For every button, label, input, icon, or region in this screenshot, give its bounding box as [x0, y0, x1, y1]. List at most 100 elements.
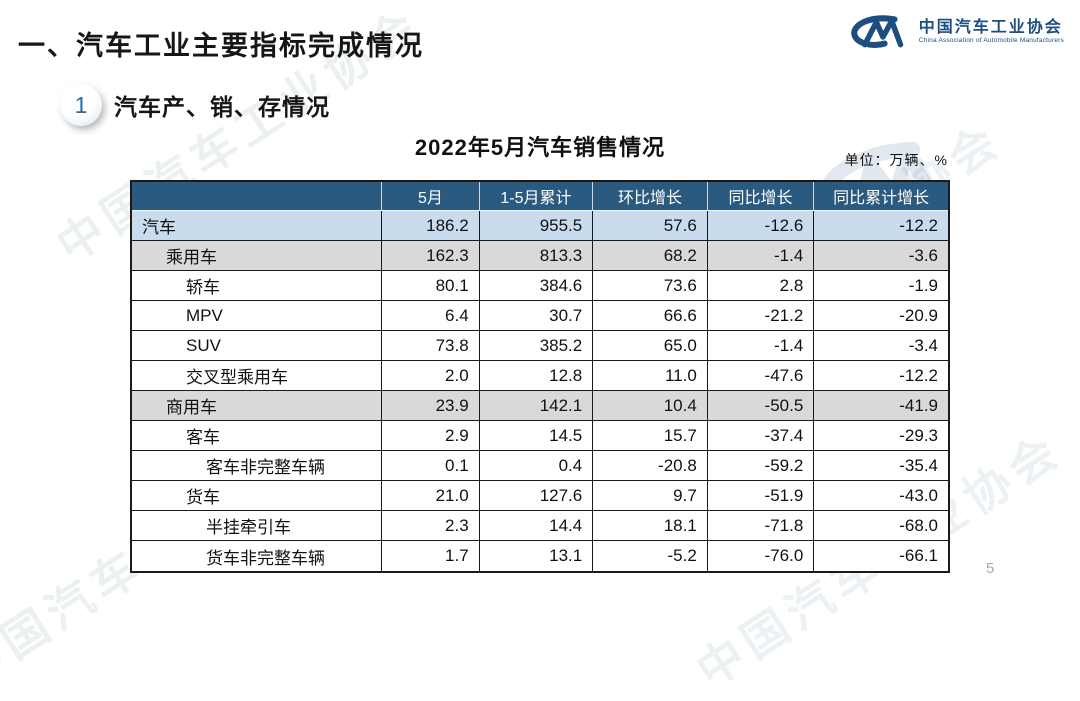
logo-name-cn: 中国汽车工业协会 — [918, 19, 1063, 37]
row-label: 货车非完整车辆 — [132, 541, 383, 571]
cell-value: 14.4 — [479, 511, 594, 541]
cell-value: 2.3 — [382, 511, 480, 541]
cell-value: -20.8 — [593, 451, 708, 481]
cell-value: -47.6 — [707, 361, 815, 391]
column-header: 1-5月累计 — [479, 182, 594, 211]
cell-value: 73.8 — [382, 331, 480, 361]
row-label: 商用车 — [132, 391, 383, 421]
row-label: 轿车 — [132, 271, 383, 301]
cell-value: -5.2 — [593, 541, 708, 571]
caam-logo: 中国汽车工业协会 China Association of Automobile… — [845, 12, 1064, 52]
row-label: 客车 — [132, 421, 383, 451]
cell-value: 12.8 — [479, 361, 594, 391]
cell-value: -1.9 — [814, 271, 948, 301]
cell-value: -59.2 — [707, 451, 815, 481]
row-label: 货车 — [132, 481, 383, 511]
cell-value: 21.0 — [382, 481, 480, 511]
cell-value: -51.9 — [707, 481, 815, 511]
vehicle-sales-table: 5月 1-5月累计 环比增长 同比增长 同比累计增长 汽车 186.2 955.5 57.6-… — [130, 180, 950, 573]
table-row: 轿车 80.1 384.6 73.6 2.8 -1.9 — [132, 271, 948, 301]
table-row: MPV 6.4 30.7 66.6 -21.2 -20.9 — [132, 301, 948, 331]
table-row: 客车 2.9 14.5 15.7 -37.4 -29.3 — [132, 421, 948, 451]
logo-name-en: China Association of Automobile Manufact… — [918, 37, 1064, 45]
column-header: 同比增长 — [707, 182, 815, 211]
table-row: 货车 21.0 127.6 9.7 -51.9 -43.0 — [132, 481, 948, 511]
table-title: 2022年5月汽车销售情况 — [414, 135, 666, 160]
cell-value: -50.5 — [707, 391, 815, 421]
cell-value: -12.2 — [814, 211, 948, 241]
cell-value: 0.4 — [479, 451, 594, 481]
cell-value: 65.0 — [593, 331, 708, 361]
section-title: 汽车产、销、存情况 — [114, 94, 330, 120]
cell-value: 142.1 — [479, 391, 594, 421]
cell-value: -66.1 — [814, 541, 948, 571]
cell-value: -3.6 — [814, 241, 948, 271]
cell-value: 127.6 — [479, 481, 594, 511]
row-label: SUV — [132, 331, 383, 361]
page-number: 5 — [986, 560, 995, 577]
cell-value: 1.7 — [382, 541, 480, 571]
table-row: 汽车 186.2 955.5 57.6 -12.6 -12.2 — [132, 211, 948, 241]
cell-value: -37.4 — [707, 421, 815, 451]
column-header: 同比累计增长 — [814, 182, 948, 211]
row-label: 半挂牵引车 — [132, 511, 383, 541]
cell-value: -43.0 — [814, 481, 948, 511]
cell-value: 186.2 — [382, 211, 480, 241]
row-label: 客车非完整车辆 — [132, 451, 383, 481]
section-heading: 1 汽车产、销、存情况 — [60, 84, 330, 126]
cell-value: -76.0 — [707, 541, 815, 571]
cell-value: -1.4 — [707, 331, 815, 361]
section-number-badge: 1 — [60, 84, 102, 126]
cell-value: 66.6 — [593, 301, 708, 331]
cell-value: 80.1 — [382, 271, 480, 301]
cell-value: -20.9 — [814, 301, 948, 331]
cell-value: 13.1 — [479, 541, 594, 571]
cell-value: -12.6 — [707, 211, 815, 241]
cell-value: 9.7 — [593, 481, 708, 511]
table-row: 乘用车 162.3 813.3 68.2 -1.4 -3.6 — [132, 241, 948, 271]
cell-value: -12.2 — [814, 361, 948, 391]
cell-value: 2.0 — [382, 361, 480, 391]
table-row: 客车非完整车辆 0.1 0.4 -20.8 -59.2 -35.4 — [132, 451, 948, 481]
cell-value: -35.4 — [814, 451, 948, 481]
cell-value: 18.1 — [593, 511, 708, 541]
table-header-row: 5月 1-5月累计 环比增长 同比增长 同比累计增长 — [132, 182, 948, 211]
row-label: 乘用车 — [132, 241, 383, 271]
cell-value: 23.9 — [382, 391, 480, 421]
cell-value: 6.4 — [382, 301, 480, 331]
cell-value: 813.3 — [479, 241, 594, 271]
row-label: MPV — [132, 301, 383, 331]
cell-value: 57.6 — [593, 211, 708, 241]
cell-value: 11.0 — [593, 361, 708, 391]
table-row: 半挂牵引车 2.3 14.4 18.1 -71.8 -68.0 — [132, 511, 948, 541]
column-header: 5月 — [382, 182, 480, 211]
table-row: SUV 73.8 385.2 65.0 -1.4 -3.4 — [132, 331, 948, 361]
cell-value: -1.4 — [707, 241, 815, 271]
unit-label: 单位：万辆、% — [844, 152, 948, 168]
row-label: 交叉型乘用车 — [132, 361, 383, 391]
cm-logo-icon — [845, 12, 911, 52]
cell-value: 68.2 — [593, 241, 708, 271]
cell-value: 2.9 — [382, 421, 480, 451]
column-header: 环比增长 — [593, 182, 708, 211]
cell-value: 15.7 — [593, 421, 708, 451]
cell-value: 10.4 — [593, 391, 708, 421]
table-row: 交叉型乘用车 2.0 12.8 11.0 -47.6 -12.2 — [132, 361, 948, 391]
cell-value: 14.5 — [479, 421, 594, 451]
cell-value: 0.1 — [382, 451, 480, 481]
cell-value: 162.3 — [382, 241, 480, 271]
table-row: 货车非完整车辆 1.7 13.1 -5.2 -76.0 -66.1 — [132, 541, 948, 571]
column-header — [132, 182, 383, 211]
cell-value: 73.6 — [593, 271, 708, 301]
cell-value: 384.6 — [479, 271, 594, 301]
cell-value: 955.5 — [479, 211, 594, 241]
page-title: 一、汽车工业主要指标完成情况 — [18, 31, 424, 61]
cell-value: -68.0 — [814, 511, 948, 541]
cell-value: -29.3 — [814, 421, 948, 451]
cell-value: -71.8 — [707, 511, 815, 541]
row-label: 汽车 — [132, 211, 383, 241]
cell-value: 385.2 — [479, 331, 594, 361]
cell-value: 30.7 — [479, 301, 594, 331]
table-row: 商用车 23.9 142.1 10.4 -50.5 -41.9 — [132, 391, 948, 421]
